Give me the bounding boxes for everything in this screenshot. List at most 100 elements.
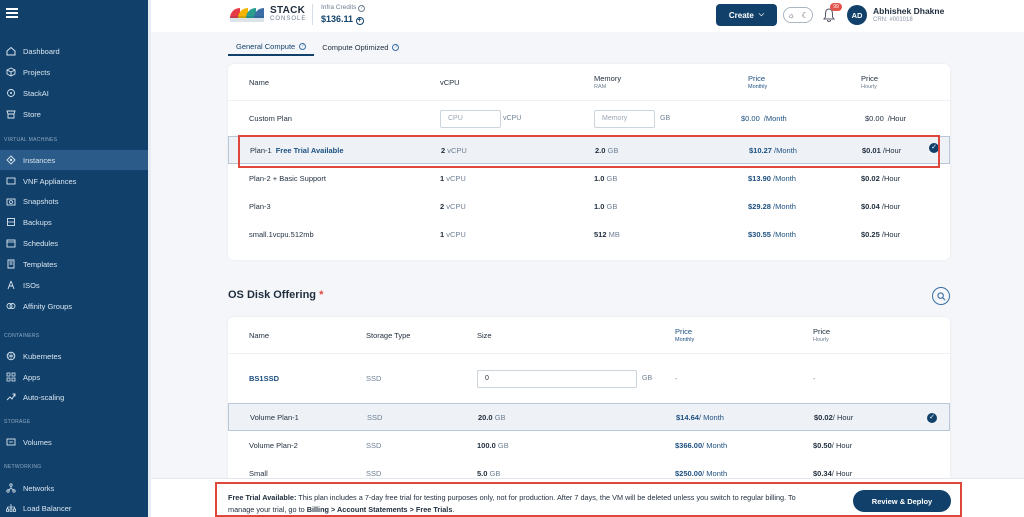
sidebar-item-autoscaling[interactable]: Auto-scaling [0, 387, 148, 407]
col-name: Name [249, 77, 270, 87]
plan-memory-unit: MB [608, 229, 620, 239]
plan-hourly-unit: /Hour [882, 145, 902, 155]
credits-value: $136.11 [321, 14, 354, 24]
sidebar-item-label: Networks [23, 483, 55, 493]
menu-toggle-icon[interactable] [6, 8, 18, 18]
sidebar-item-schedules[interactable]: Schedules [0, 233, 148, 253]
tab-compute-optimized[interactable]: Compute Optimized ? [314, 36, 407, 56]
sidebar-item-kubernetes[interactable]: Kubernetes [0, 346, 148, 366]
home-icon [6, 46, 16, 56]
help-icon[interactable]: ? [358, 5, 366, 12]
disk-plan-size-unit: GB [497, 440, 509, 450]
review-deploy-button[interactable]: Review & Deploy [853, 490, 951, 512]
sidebar-item-instances[interactable]: Instances [0, 150, 148, 170]
sidebar-item-load-balancer[interactable]: Load Balancer [0, 498, 148, 517]
sidebar-item-label: Dashboard [23, 46, 60, 56]
plan-vcpu: 2 [441, 145, 446, 155]
sidebar-item-snapshots[interactable]: Snapshots [0, 191, 148, 211]
sidebar-item-label: Apps [23, 372, 41, 382]
plan-memory: 1.0 [594, 201, 605, 211]
plan-name: small.1vcpu.512mb [249, 229, 314, 239]
memory-input[interactable]: Memory [594, 109, 655, 128]
plan-row[interactable]: Plan-3 2 vCPU 1.0 GB $29.28 /Month $0.04… [228, 192, 950, 220]
notice-path[interactable]: Billing > Account Statements > Free Tria… [306, 505, 453, 514]
required-mark: * [319, 289, 324, 301]
sidebar-item-vnf[interactable]: VNF Appliances [0, 171, 148, 191]
free-trial-highlight [238, 135, 940, 168]
plan-hourly-unit: /Hour [881, 201, 901, 211]
plan-hourly-price: $0.25 [861, 229, 880, 239]
selected-check-icon: ✓ [927, 413, 937, 423]
col-size: Size [477, 330, 492, 340]
sidebar-item-affinity-groups[interactable]: Affinity Groups [0, 296, 148, 316]
custom-plan-row[interactable]: Custom Plan CPU vCPU Memory GB $0.00 /Mo… [228, 100, 950, 136]
user-crn: CRN: #001018 [873, 17, 913, 23]
sidebar-item-volumes[interactable]: Volumes [0, 432, 148, 452]
col-price-hourly: Price Hourly [861, 64, 878, 100]
plan-row[interactable]: small.1vcpu.512mb 1 vCPU 512 MB $30.55 /… [228, 220, 950, 248]
info-icon[interactable]: ? [299, 42, 307, 50]
tab-label: Compute Optimized [322, 42, 389, 52]
tab-general-compute[interactable]: General Compute ? [228, 36, 315, 56]
plan-memory-unit: GB [606, 201, 618, 211]
stack-console-logo[interactable]: STACK CONSOLE [228, 4, 306, 24]
ai-icon [6, 88, 16, 98]
plan-hourly-unit: /Hour [881, 173, 901, 183]
col-price-hourly-label: Price [813, 327, 831, 336]
plan-hourly-price: $0.01 [862, 145, 881, 155]
disk-plan-row-selected[interactable]: Volume Plan-1 SSD 20.0 GB $14.64/ Month … [228, 403, 950, 431]
selected-check-icon: ✓ [929, 143, 939, 153]
free-trial-notice: Free Trial Available: This plan includes… [215, 482, 962, 517]
sidebar-item-apps[interactable]: Apps [0, 367, 148, 387]
cpu-input[interactable]: CPU [440, 109, 501, 128]
custom-disk-monthly: - [675, 374, 678, 383]
theme-toggle[interactable]: ☼ ☾ [783, 7, 813, 23]
add-credits-icon[interactable]: + [355, 17, 364, 25]
snapshot-icon [6, 196, 16, 206]
plan-row[interactable]: Plan-2 + Basic Support 1 vCPU 1.0 GB $13… [228, 164, 950, 192]
plan-hourly-unit: /Hour [881, 229, 901, 239]
main-content: General Compute ? Compute Optimized ? Na… [151, 32, 1024, 517]
sidebar-item-networks[interactable]: Networks [0, 478, 148, 498]
user-info[interactable]: Abhishek Dhakne CRN: #001018 [873, 6, 944, 23]
sidebar-item-dashboard[interactable]: Dashboard [0, 41, 148, 61]
credits-label: Infra Credits [321, 4, 357, 11]
sidebar-item-label: Projects [23, 67, 51, 77]
disk-plan-size: 100.0 [477, 440, 496, 450]
affinity-icon [6, 301, 16, 311]
instances-icon [6, 155, 16, 165]
sidebar-item-isos[interactable]: ISOs [0, 275, 148, 295]
disk-plan-size-unit: GB [489, 468, 501, 478]
col-name: Name [249, 330, 270, 340]
sidebar-item-label: VNF Appliances [23, 176, 77, 186]
info-icon[interactable]: ? [392, 43, 400, 51]
footer-bar: Free Trial Available: This plan includes… [151, 478, 1024, 517]
sidebar-item-backups[interactable]: Backups [0, 212, 148, 232]
sidebar-item-label: Load Balancer [23, 503, 72, 513]
custom-disk-row[interactable]: BS1SSD SSD 0 GB - - [228, 353, 950, 403]
sidebar-item-projects[interactable]: Projects [0, 62, 148, 82]
sidebar-item-templates[interactable]: Templates [0, 254, 148, 274]
sidebar-item-store[interactable]: Store [0, 104, 148, 124]
cpu-unit: vCPU [503, 115, 522, 122]
disk-plan-name: Volume Plan-2 [249, 440, 298, 450]
network-icon [6, 483, 16, 493]
logo-secondary-text: CONSOLE [270, 16, 307, 22]
plan-memory-unit: GB [607, 145, 619, 155]
col-memory: Memory RAM [594, 64, 621, 100]
section-networking: NETWORKING [4, 464, 42, 470]
disk-plan-row[interactable]: Small SSD 5.0 GB $250.00/ Month $0.34/ H… [228, 459, 950, 487]
avatar[interactable]: AD [847, 5, 867, 25]
sidebar-item-label: Backups [23, 217, 52, 227]
sidebar-item-stackai[interactable]: StackAI [0, 83, 148, 103]
create-button[interactable]: Create ⌵ [716, 4, 777, 26]
disk-plan-monthly-unit: / Month [702, 440, 728, 450]
disk-size-input[interactable]: 0 [477, 369, 637, 388]
plan-name: Plan-3 [249, 201, 271, 211]
plan-vcpu-unit: vCPU [446, 201, 466, 211]
disk-plan-row[interactable]: Volume Plan-2 SSD 100.0 GB $366.00/ Mont… [228, 431, 950, 459]
infra-credits: Infra Credits ? $136.11 + [312, 4, 366, 25]
search-zoom-icon[interactable] [932, 287, 950, 305]
disk-plan-size: 20.0 [478, 412, 493, 422]
disk-plan-name: Small [249, 468, 268, 478]
